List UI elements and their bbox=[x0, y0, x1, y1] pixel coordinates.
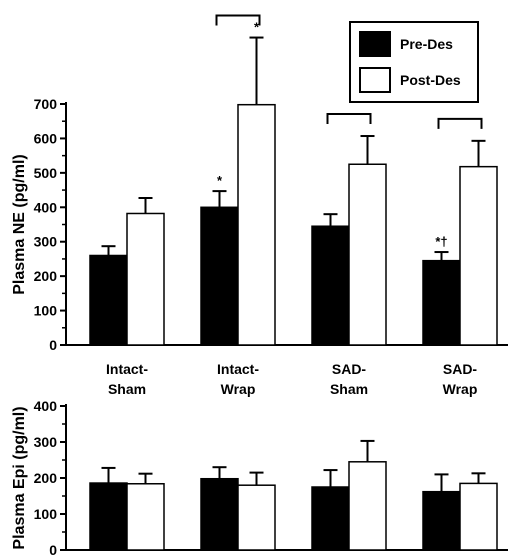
y-tick-label: 600 bbox=[34, 130, 58, 146]
bar-post-des bbox=[126, 483, 165, 551]
y-tick-label: 300 bbox=[34, 234, 58, 250]
y-tick-label: 500 bbox=[34, 165, 58, 181]
bar-post-des bbox=[237, 103, 276, 346]
significance-mark: * bbox=[217, 173, 223, 188]
bar-pre-des bbox=[422, 259, 461, 346]
legend-label: Pre-Des bbox=[400, 36, 453, 52]
bar-pre-des bbox=[311, 225, 350, 346]
bar-post-des bbox=[237, 484, 276, 551]
bar-post-des bbox=[126, 212, 165, 346]
y-tick-label: 0 bbox=[49, 542, 57, 558]
y-tick-label: 0 bbox=[49, 337, 57, 353]
y-tick-label: 400 bbox=[34, 199, 58, 215]
bar-post-des bbox=[348, 461, 387, 551]
y-tick-label: 200 bbox=[34, 268, 58, 284]
x-category-label: Sham bbox=[108, 381, 146, 397]
x-category-label: Sham bbox=[330, 381, 368, 397]
y-tick-label: 200 bbox=[34, 470, 58, 486]
y-tick-label: 100 bbox=[34, 303, 58, 319]
significance-mark: *† bbox=[435, 234, 447, 249]
comparison-bracket bbox=[326, 113, 372, 125]
x-category-label: Wrap bbox=[221, 381, 256, 397]
bar-pre-des bbox=[89, 482, 128, 551]
y-tick-label: 300 bbox=[34, 434, 58, 450]
bar-pre-des bbox=[422, 490, 461, 551]
bar-pre-des bbox=[200, 477, 239, 551]
x-category-label: SAD- bbox=[332, 361, 367, 377]
x-category-label: SAD- bbox=[443, 361, 478, 377]
bar-pre-des bbox=[200, 206, 239, 346]
legend-label: Post-Des bbox=[400, 72, 461, 88]
x-category-label: Intact- bbox=[106, 361, 148, 377]
bar-post-des bbox=[459, 482, 498, 551]
bar-pre-des bbox=[311, 486, 350, 551]
y-tick-label: 400 bbox=[34, 398, 58, 414]
y-tick-label: 100 bbox=[34, 506, 58, 522]
significance-mark: * bbox=[254, 20, 260, 35]
y-axis-label: Plasma Epi (pg/ml) bbox=[11, 406, 28, 549]
comparison-bracket bbox=[215, 14, 261, 26]
y-tick-label: 700 bbox=[34, 96, 58, 112]
y-axis-label: Plasma NE (pg/ml) bbox=[11, 154, 28, 294]
bar-post-des bbox=[459, 165, 498, 346]
legend-swatch-post-des bbox=[359, 67, 391, 93]
bar-pre-des bbox=[89, 254, 128, 346]
legend-swatch-pre-des bbox=[359, 31, 391, 57]
bar-post-des bbox=[348, 163, 387, 346]
x-category-label: Wrap bbox=[443, 381, 478, 397]
x-category-label: Intact- bbox=[217, 361, 259, 377]
comparison-bracket bbox=[437, 117, 483, 129]
